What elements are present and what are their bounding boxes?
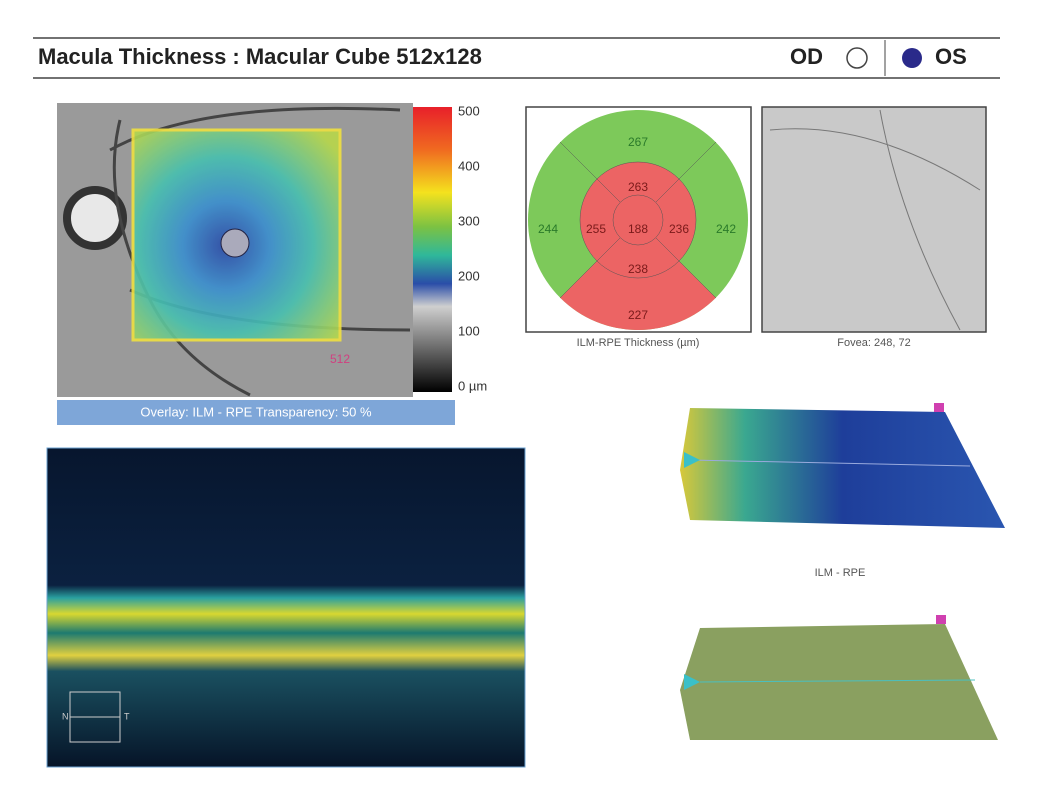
value: 188 <box>628 222 648 236</box>
scale-label: 0 µm <box>458 378 487 393</box>
value: 267 <box>628 135 648 149</box>
value: 242 <box>716 222 736 236</box>
value: 255 <box>586 222 606 236</box>
scale-label: 500 <box>458 103 480 118</box>
bscan-left: N <box>62 711 69 721</box>
optic-disc <box>63 186 127 250</box>
marker <box>936 615 946 624</box>
color-bar <box>413 107 452 392</box>
etdrs-values: 267 263 244 255 188 236 242 238 227 <box>538 135 736 322</box>
center-circle <box>612 194 664 246</box>
title: Macula Thickness : Macular Cube 512x128 <box>38 44 482 69</box>
marker <box>684 674 700 690</box>
fovea-image <box>761 106 987 333</box>
overlay-label: Overlay: ILM - RPE Transparency: 50 % <box>140 404 372 419</box>
corner-label: 512 <box>330 352 350 366</box>
value: 238 <box>628 262 648 276</box>
scale-labels: 500 400 300 200 100 0 µm <box>458 103 487 393</box>
value: 227 <box>628 308 648 322</box>
value: 244 <box>538 222 558 236</box>
fovea-caption: Fovea: 248, 72 <box>837 337 910 349</box>
scale-label: 300 <box>458 213 480 228</box>
od-radio[interactable] <box>846 47 868 69</box>
os-radio[interactable] <box>902 48 922 68</box>
scale-label: 100 <box>458 323 480 338</box>
marker <box>684 452 700 468</box>
scale-label: 400 <box>458 158 480 173</box>
scan-line <box>689 459 971 467</box>
overlay-bar <box>57 400 455 425</box>
scan-line <box>699 679 976 683</box>
value: 236 <box>669 222 689 236</box>
bscan-image <box>46 447 526 768</box>
sector-lines <box>559 141 717 299</box>
vessels <box>769 109 981 331</box>
value: 263 <box>628 180 648 194</box>
marker <box>934 403 944 412</box>
etdrs-caption: ILM-RPE Thickness (µm) <box>577 337 700 349</box>
surface-caption: ILM - RPE <box>815 567 866 579</box>
bscan-right: T <box>124 711 130 721</box>
surface-3d <box>680 408 1005 528</box>
od-label: OD <box>790 44 823 69</box>
os-label: OS <box>935 44 967 69</box>
scale-label: 200 <box>458 268 480 283</box>
fovea-spot <box>220 228 250 258</box>
surface-3d <box>680 624 998 740</box>
thickness-overlay <box>131 128 342 342</box>
